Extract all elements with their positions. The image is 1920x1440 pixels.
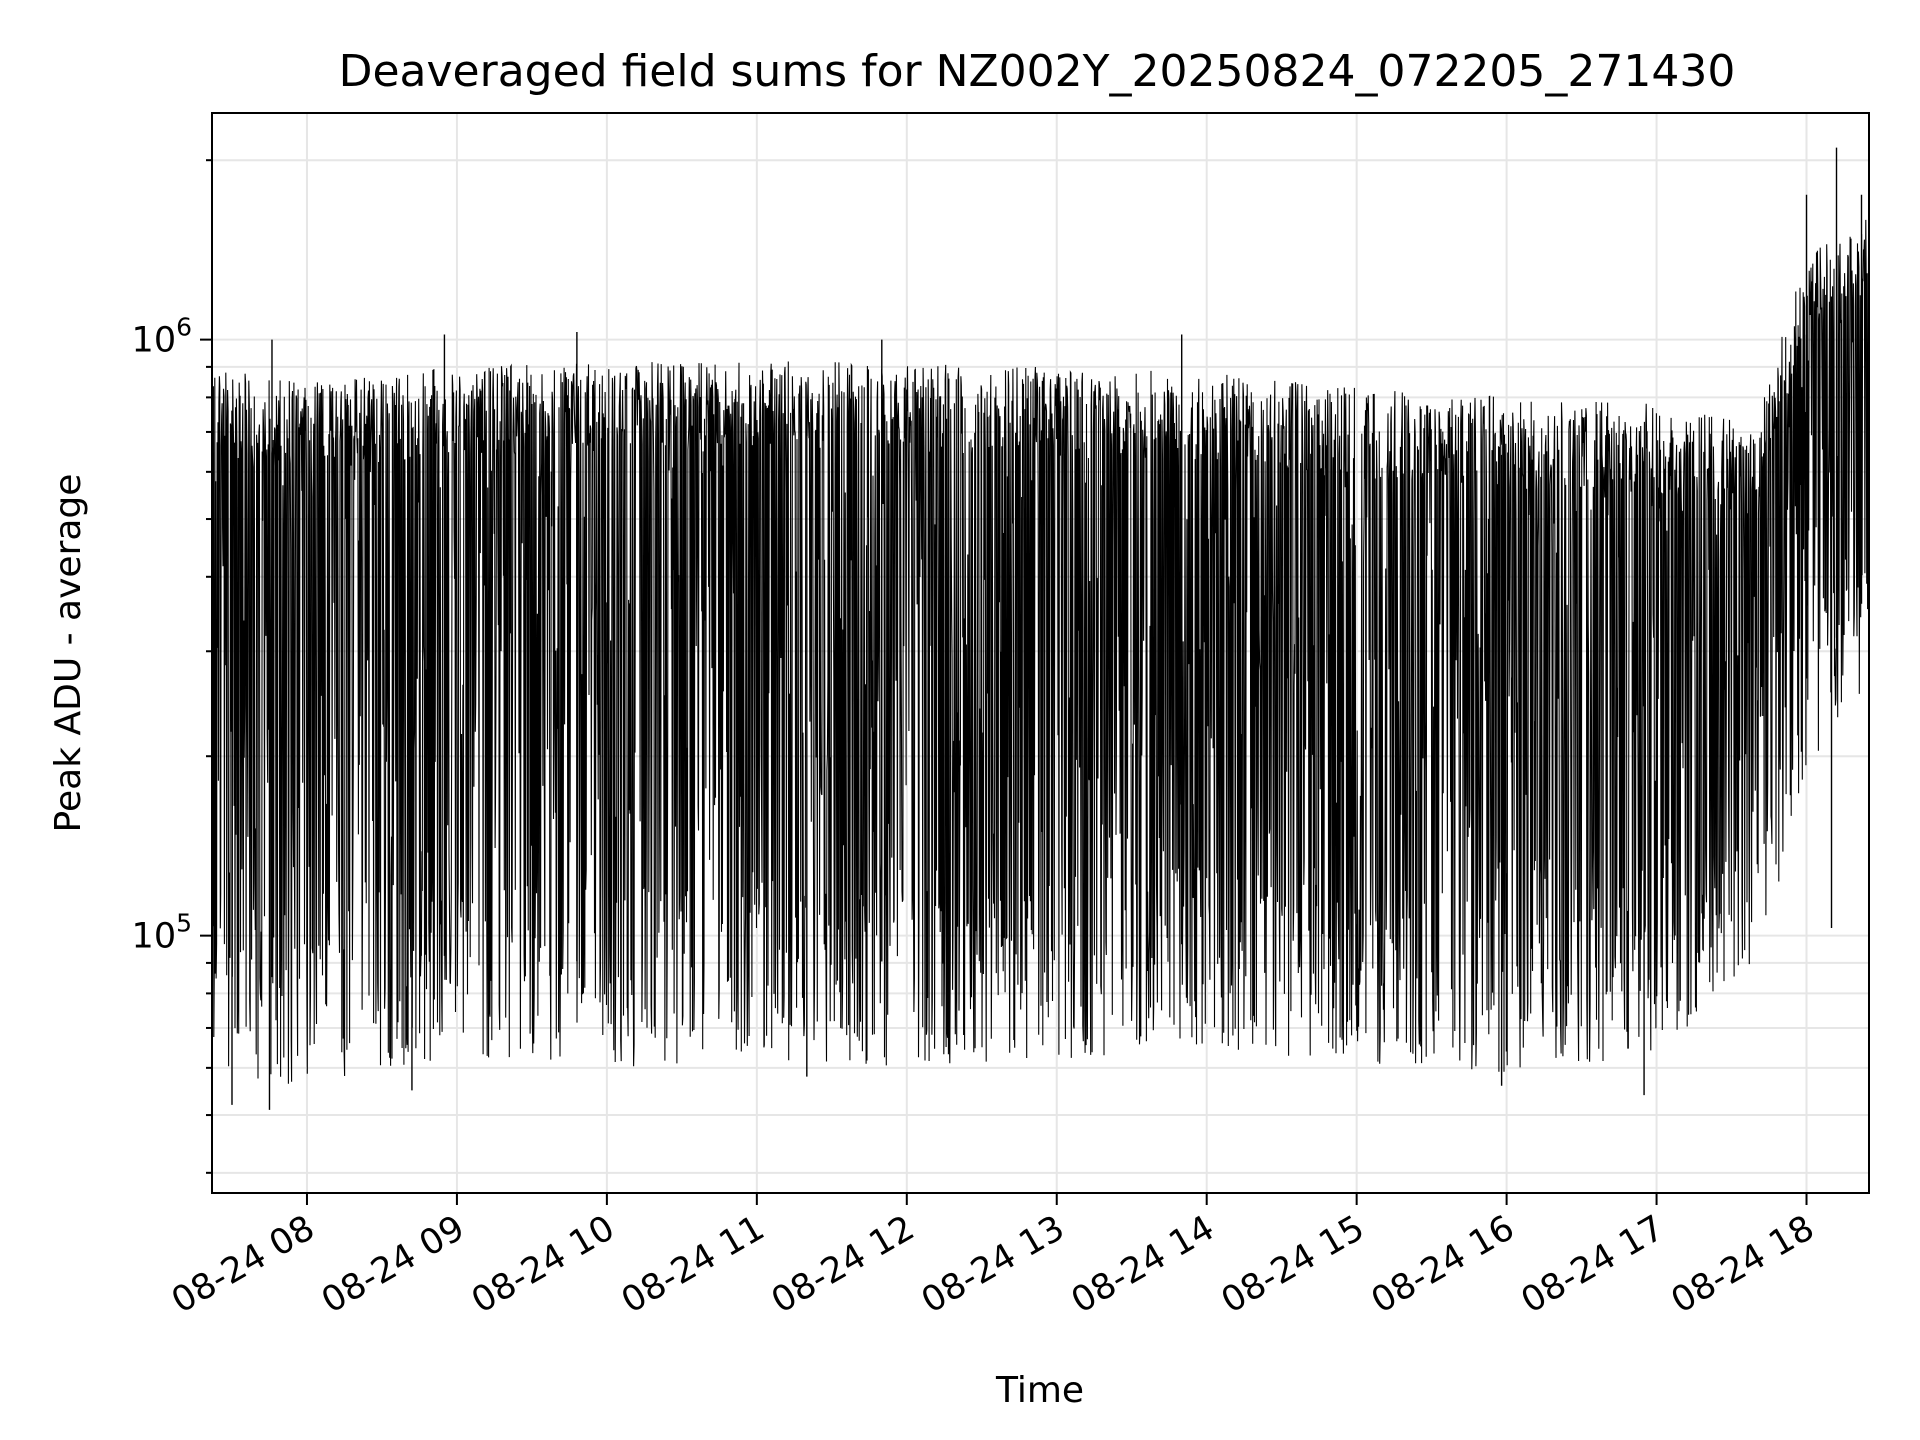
- y-axis-ticks: 105 106: [132, 159, 212, 1174]
- data-line: [211, 219, 1870, 1084]
- x-axis-label: Time: [995, 1370, 1084, 1411]
- x-tick-label: 08-24 13: [915, 1208, 1071, 1321]
- x-tick-label: 08-24 15: [1215, 1208, 1371, 1321]
- y-axis-label: Peak ADU - average: [48, 474, 89, 833]
- x-tick-label: 08-24 12: [765, 1208, 921, 1321]
- x-tick-label: 08-24 11: [615, 1208, 771, 1321]
- x-tick-label: 08-24 09: [315, 1208, 471, 1321]
- plot-frame: [211, 112, 1870, 1194]
- x-tick-label: 08-24 10: [465, 1208, 621, 1321]
- y-tick-label: 105: [132, 909, 192, 957]
- x-tick-label: 08-24 08: [165, 1208, 321, 1321]
- x-tick-label: 08-24 16: [1365, 1208, 1521, 1321]
- data-series: [211, 147, 1870, 1110]
- x-tick-label: 08-24 17: [1515, 1208, 1671, 1321]
- y-tick-label: 106: [132, 313, 192, 361]
- x-tick-label: 08-24 14: [1065, 1208, 1221, 1321]
- x-tick-label: 08-24 18: [1665, 1208, 1821, 1321]
- chart-title: Deaveraged field sums for NZ002Y_2025082…: [339, 46, 1736, 97]
